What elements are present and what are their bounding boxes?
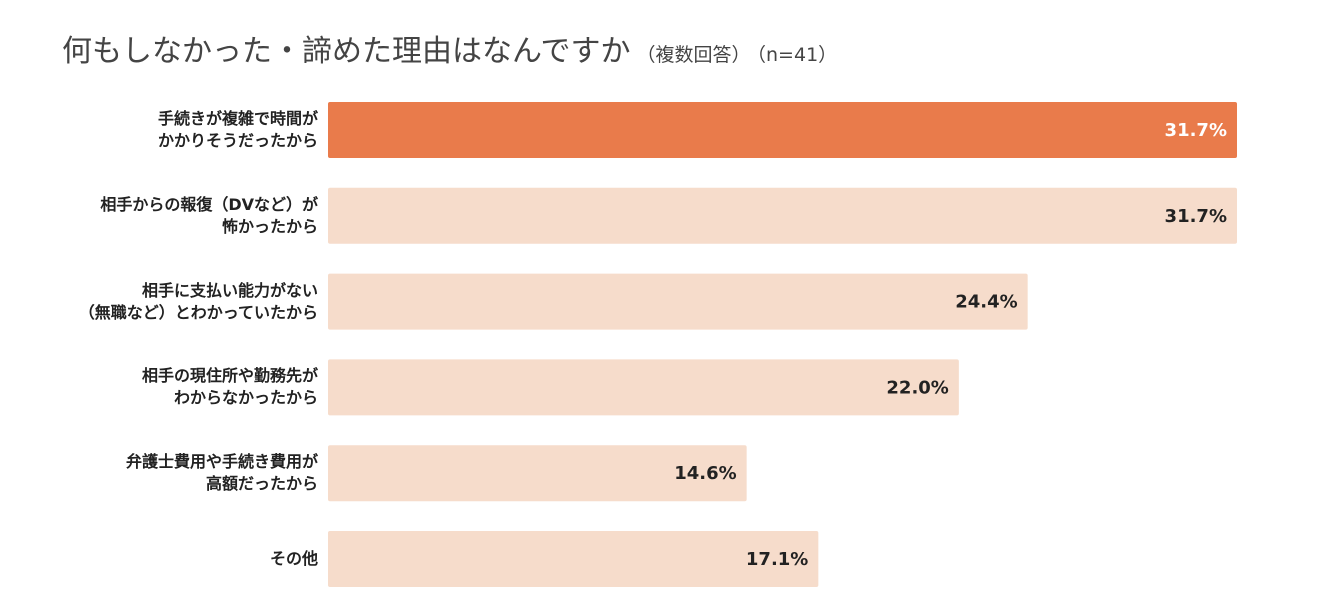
- value-label: 17.1%: [746, 549, 808, 570]
- bar: [328, 187, 1237, 244]
- value-label: 24.4%: [955, 292, 1017, 313]
- category-label: 相手の現住所や勤務先が わからなかったから: [141, 366, 318, 408]
- chart-title: 何もしなかった・諦めた理由はなんですか: [62, 34, 631, 69]
- value-label: 22.0%: [886, 377, 948, 398]
- bar: [328, 102, 1237, 158]
- value-label: 14.6%: [674, 463, 736, 484]
- category-label: 相手からの報復（DVなど）が 怖かったから: [100, 194, 318, 236]
- bar: [328, 359, 959, 416]
- bar: [328, 273, 1028, 330]
- category-label: 手続きが複雑で時間が かかりそうだったから: [157, 109, 318, 150]
- category-label: その他: [269, 549, 318, 568]
- header: 何もしなかった・諦めた理由はなんですか （複数回答） （n=41）: [62, 26, 837, 70]
- chart-note: （n=41）: [756, 44, 838, 66]
- category-label: 相手に支払い能力がない （無職など）とわかっていたから: [78, 280, 318, 322]
- value-label: 31.7%: [1165, 120, 1227, 141]
- category-label: 弁護士費用や手続き費用が 高額だったから: [125, 452, 318, 494]
- bar: [328, 531, 819, 587]
- chart-subtitle: （複数回答）: [636, 44, 751, 66]
- bar: [328, 445, 747, 502]
- value-label: 31.7%: [1165, 206, 1227, 227]
